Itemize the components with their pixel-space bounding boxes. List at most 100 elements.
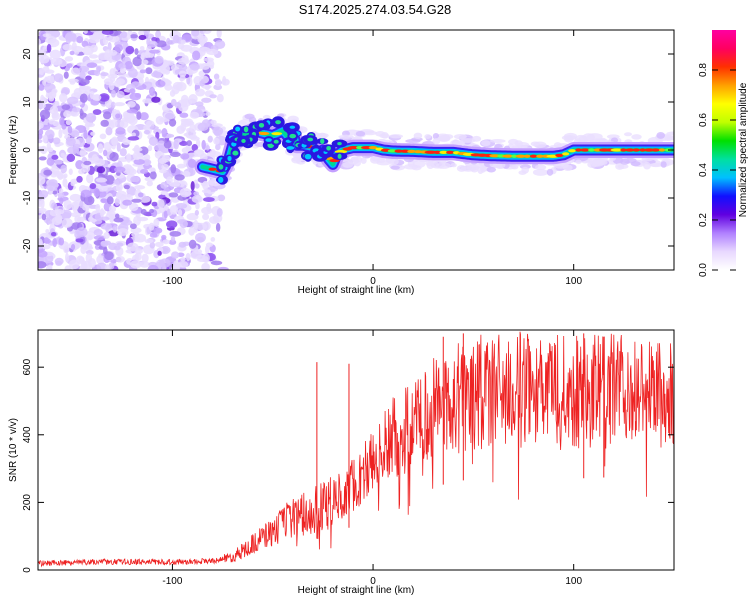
noise-blob xyxy=(191,30,200,37)
noise-blob xyxy=(191,144,198,152)
noise-blob xyxy=(190,181,195,191)
noise-blob xyxy=(203,197,215,203)
noise-blob xyxy=(79,93,88,103)
noise-blob xyxy=(100,216,110,221)
noise-blob xyxy=(103,78,113,86)
snr-y-label: SNR (10 * v/v) xyxy=(8,418,19,482)
noise-blob xyxy=(105,126,113,136)
noise-blob xyxy=(127,101,136,108)
noise-blob xyxy=(38,38,41,46)
turbulent-core xyxy=(241,138,246,144)
noise-blob xyxy=(61,104,71,111)
noise-blob xyxy=(51,190,58,195)
ridge-hot-core xyxy=(208,167,217,171)
noise-blob xyxy=(179,112,189,118)
noise-blob xyxy=(178,70,187,77)
noise-blob xyxy=(126,153,132,163)
ridge-hot-core xyxy=(334,150,348,154)
turbulent-core xyxy=(235,126,241,132)
noise-blob xyxy=(179,187,192,198)
noise-blob xyxy=(141,59,149,65)
noise-blob xyxy=(216,207,223,217)
noise-blob xyxy=(147,264,159,270)
ridge-hot-core xyxy=(632,148,640,152)
noise-blob xyxy=(92,94,102,101)
haze-blob xyxy=(390,158,399,166)
noise-blob xyxy=(40,94,45,103)
colorbar-ticks: 0.0 0.2 0.4 0.6 0.8 xyxy=(698,63,736,277)
noise-blob xyxy=(68,259,80,270)
noise-blob xyxy=(70,180,76,187)
haze-blob xyxy=(656,131,666,139)
noise-blob xyxy=(201,189,211,194)
noise-blob xyxy=(52,237,58,248)
noise-blob xyxy=(116,90,125,99)
noise-blob xyxy=(114,197,120,206)
noise-blob xyxy=(60,164,67,174)
noise-blob xyxy=(205,111,211,116)
noise-blob xyxy=(66,137,76,147)
noise-blob xyxy=(179,219,188,229)
turbulent-core xyxy=(265,138,273,142)
noise-blob xyxy=(59,197,64,205)
noise-blob xyxy=(63,110,72,118)
colorbar-tick-label: 0.6 xyxy=(698,113,709,127)
noise-blob xyxy=(161,128,168,138)
noise-blob xyxy=(113,102,126,107)
haze-blob xyxy=(530,141,540,147)
noise-blob xyxy=(106,196,114,205)
noise-blob xyxy=(210,119,217,125)
noise-blob xyxy=(166,220,178,229)
turbulent-core xyxy=(337,153,342,159)
noise-blob xyxy=(55,260,63,266)
snr-x-tick-label: 0 xyxy=(370,576,376,587)
noise-blob xyxy=(179,75,186,81)
noise-blob xyxy=(75,238,84,243)
noise-blob xyxy=(38,250,48,258)
noise-blob xyxy=(125,45,135,55)
haze-blob xyxy=(471,135,482,142)
noise-blob xyxy=(115,255,125,263)
noise-blob xyxy=(93,156,100,162)
snr-y-tick-label: 200 xyxy=(22,494,33,511)
haze-blob xyxy=(631,134,642,140)
spec-x-tick-label: 100 xyxy=(565,276,582,287)
noise-blob xyxy=(39,67,45,76)
noise-blob xyxy=(169,90,176,97)
ridge-hot-core xyxy=(625,148,635,152)
spec-y-tick-label: -10 xyxy=(22,190,33,205)
noise-blob xyxy=(179,140,189,147)
ridge-hot-core xyxy=(620,148,627,152)
noise-blob xyxy=(81,40,89,48)
noise-blob xyxy=(148,86,156,96)
noise-blob xyxy=(193,248,203,255)
noise-blob xyxy=(130,176,140,183)
noise-blob xyxy=(140,168,149,174)
noise-blob xyxy=(95,203,101,212)
noise-blob xyxy=(122,41,127,50)
noise-blob xyxy=(42,33,52,38)
noise-blob xyxy=(142,98,154,104)
ridge-hot-core xyxy=(502,154,514,158)
noise-blob xyxy=(49,105,59,115)
haze-blob xyxy=(546,168,554,176)
noise-blob xyxy=(170,164,177,174)
noise-blob xyxy=(48,179,58,186)
haze-blob xyxy=(338,134,354,139)
noise-blob xyxy=(149,232,158,238)
noise-blob xyxy=(102,149,108,157)
turbulent-core xyxy=(218,164,224,170)
noise-blob xyxy=(172,81,183,91)
noise-blob xyxy=(58,188,64,194)
noise-blob xyxy=(194,183,200,189)
noise-blob xyxy=(153,128,162,135)
noise-blob xyxy=(131,232,140,238)
noise-blob xyxy=(85,112,97,123)
noise-blob xyxy=(211,123,223,128)
haze-blob xyxy=(595,159,608,166)
noise-blob xyxy=(46,43,52,53)
noise-blob xyxy=(206,48,219,56)
noise-blob xyxy=(216,135,227,146)
ridge-hot-core xyxy=(271,132,283,136)
turbulent-core xyxy=(232,150,239,156)
